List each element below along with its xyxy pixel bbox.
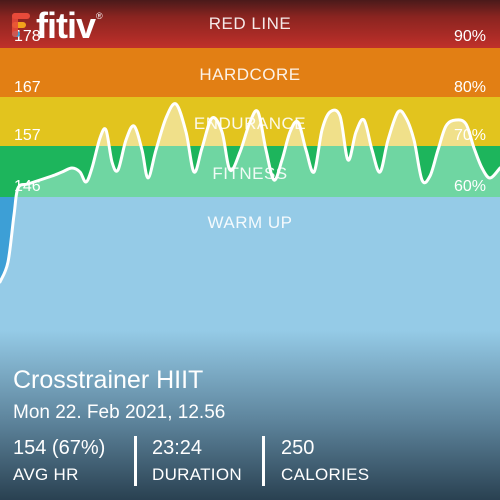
pct-tick-80: 80%: [453, 79, 486, 96]
stat-avg-hr-value: 154 (67%): [13, 437, 106, 459]
fitiv-logo: fitiv ®: [10, 6, 103, 46]
zone-band-hardcore: [0, 48, 500, 97]
zone-label-warm-up: WARM UP: [207, 213, 293, 232]
stat-avg-hr-label: AVG HR: [13, 465, 79, 484]
zone-band-red-line: [0, 0, 500, 48]
stat-duration-value: 23:24: [152, 437, 203, 459]
fitiv-logo-icon: [12, 13, 30, 37]
pct-tick-70: 70%: [453, 127, 486, 144]
stat-divider: [134, 436, 137, 486]
stat-calories-label: CALORIES: [281, 465, 370, 484]
zone-label-endurance: ENDURANCE: [193, 114, 307, 133]
pct-tick-90: 90%: [453, 28, 486, 45]
hr-tick-146: 146: [14, 178, 41, 195]
hr-tick-157: 157: [14, 127, 41, 144]
logo-registered: ®: [96, 11, 103, 21]
zone-label-fitness: FITNESS: [212, 164, 288, 183]
fill-warm-up: [0, 197, 500, 300]
hr-tick-167: 167: [14, 79, 41, 96]
stat-avg-hr: 154 (67%) AVG HR: [13, 437, 105, 485]
stat-calories-value: 250: [281, 437, 315, 459]
bottom-gradient: [0, 330, 500, 500]
logo-wordmark: fitiv: [36, 5, 96, 46]
stat-divider: [262, 436, 265, 486]
pct-tick-60: 60%: [453, 178, 486, 195]
stat-calories: 250 CALORIES: [281, 437, 369, 485]
zone-label-red-line: RED LINE: [208, 14, 292, 33]
workout-date: Mon 22. Feb 2021, 12.56: [13, 402, 226, 423]
heart-rate-chart: [0, 102, 500, 300]
zone-label-hardcore: HARDCORE: [199, 65, 301, 84]
stat-duration-label: DURATION: [152, 465, 242, 484]
workout-title: Crosstrainer HIIT: [13, 366, 204, 394]
hr-tick-178: 178: [14, 28, 41, 45]
heart-rate-line: [0, 102, 500, 284]
stat-duration: 23:24 DURATION: [152, 437, 242, 485]
